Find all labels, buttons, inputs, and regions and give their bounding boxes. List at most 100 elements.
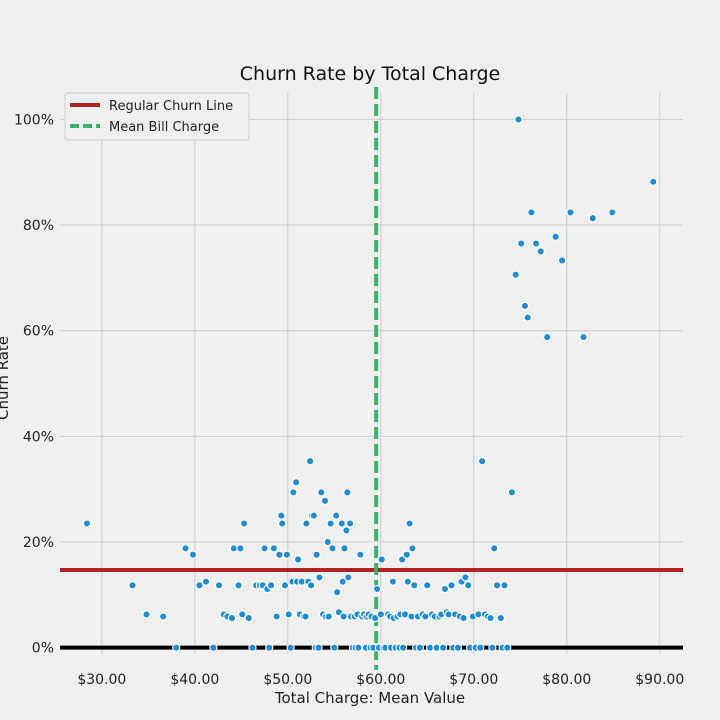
data-point — [447, 581, 456, 590]
data-point — [520, 301, 530, 311]
data-point — [282, 550, 292, 559]
data-point — [265, 643, 274, 652]
data-point — [543, 332, 552, 342]
data-point — [496, 613, 505, 623]
data-point — [195, 581, 204, 590]
chart-title: Churn Rate by Total Charge — [240, 63, 500, 85]
data-point — [236, 544, 245, 553]
data-point — [238, 610, 247, 619]
data-point — [278, 519, 287, 528]
data-point — [332, 588, 342, 597]
data-point — [302, 519, 311, 528]
data-point — [464, 581, 473, 590]
data-point — [326, 519, 335, 528]
data-point — [517, 239, 526, 248]
data-point — [345, 519, 355, 528]
data-point — [289, 488, 298, 497]
data-point — [476, 643, 485, 652]
data-point — [301, 612, 310, 621]
data-point — [371, 613, 380, 623]
data-point — [293, 555, 303, 564]
y-tick-label: 60% — [23, 324, 54, 340]
data-point — [338, 577, 347, 586]
x-axis-ticks: $30.00 $40.00 $50.00 $60.00 $70.00 $80.00 $90.… — [77, 672, 684, 688]
x-tick-label: $60.00 — [356, 672, 405, 688]
data-point — [188, 550, 198, 559]
data-point — [328, 544, 337, 553]
x-tick-label: $30.00 — [77, 672, 126, 688]
data-point — [514, 115, 523, 124]
data-point — [507, 488, 517, 497]
data-point — [490, 544, 499, 553]
data-point — [608, 208, 617, 217]
data-point — [410, 581, 419, 590]
data-point — [423, 581, 432, 590]
data-point — [159, 612, 168, 621]
data-point — [314, 643, 323, 652]
y-tick-label: 80% — [23, 218, 54, 234]
data-point — [128, 581, 137, 590]
data-point — [500, 581, 509, 590]
data-point — [323, 537, 332, 547]
data-point — [551, 232, 560, 241]
data-point — [234, 581, 243, 590]
data-point — [486, 613, 495, 623]
data-point — [309, 511, 318, 520]
data-point — [337, 519, 346, 528]
data-point — [277, 511, 286, 520]
data-point — [82, 519, 92, 528]
data-point — [239, 519, 249, 528]
data-point — [248, 643, 257, 652]
y-tick-label: 0% — [32, 641, 54, 657]
data-point — [649, 177, 658, 186]
data-point — [492, 581, 502, 590]
data-point — [292, 478, 301, 487]
plot-background — [60, 93, 683, 654]
y-tick-label: 40% — [23, 429, 54, 445]
data-point — [269, 544, 279, 553]
data-point — [306, 581, 316, 590]
data-point — [280, 581, 290, 590]
data-point — [536, 247, 545, 256]
data-point — [488, 643, 497, 652]
data-point — [398, 643, 408, 652]
data-point — [461, 573, 470, 582]
data-point — [478, 457, 487, 466]
data-point — [557, 256, 567, 265]
data-point — [388, 577, 398, 586]
data-point — [523, 313, 532, 322]
data-point — [272, 612, 281, 621]
x-tick-label: $70.00 — [449, 672, 498, 688]
data-point — [408, 544, 417, 553]
data-point — [372, 584, 382, 594]
data-point — [440, 584, 450, 594]
data-point — [317, 488, 326, 497]
data-point — [453, 643, 463, 652]
data-point — [340, 544, 349, 553]
data-point — [503, 643, 512, 652]
data-point — [579, 332, 588, 342]
data-point — [527, 208, 536, 217]
data-point — [356, 550, 365, 559]
data-point — [330, 643, 339, 652]
data-point — [405, 519, 414, 528]
data-point — [286, 643, 295, 652]
x-tick-label: $40.00 — [170, 672, 219, 688]
data-points — [82, 115, 658, 652]
data-point — [260, 544, 269, 553]
data-point — [339, 612, 348, 621]
data-point — [305, 457, 315, 466]
data-point — [209, 643, 218, 652]
data-point — [214, 581, 224, 590]
data-point — [415, 643, 425, 652]
x-axis-title: Total Charge: Mean Value — [274, 689, 465, 707]
data-point — [343, 488, 352, 497]
data-point — [172, 643, 181, 652]
legend: Regular Churn Line Mean Bill Charge — [64, 92, 250, 141]
data-point — [588, 214, 597, 223]
data-point — [244, 613, 253, 623]
data-point — [332, 511, 341, 520]
x-tick-label: $50.00 — [263, 672, 312, 688]
data-point — [320, 496, 330, 505]
